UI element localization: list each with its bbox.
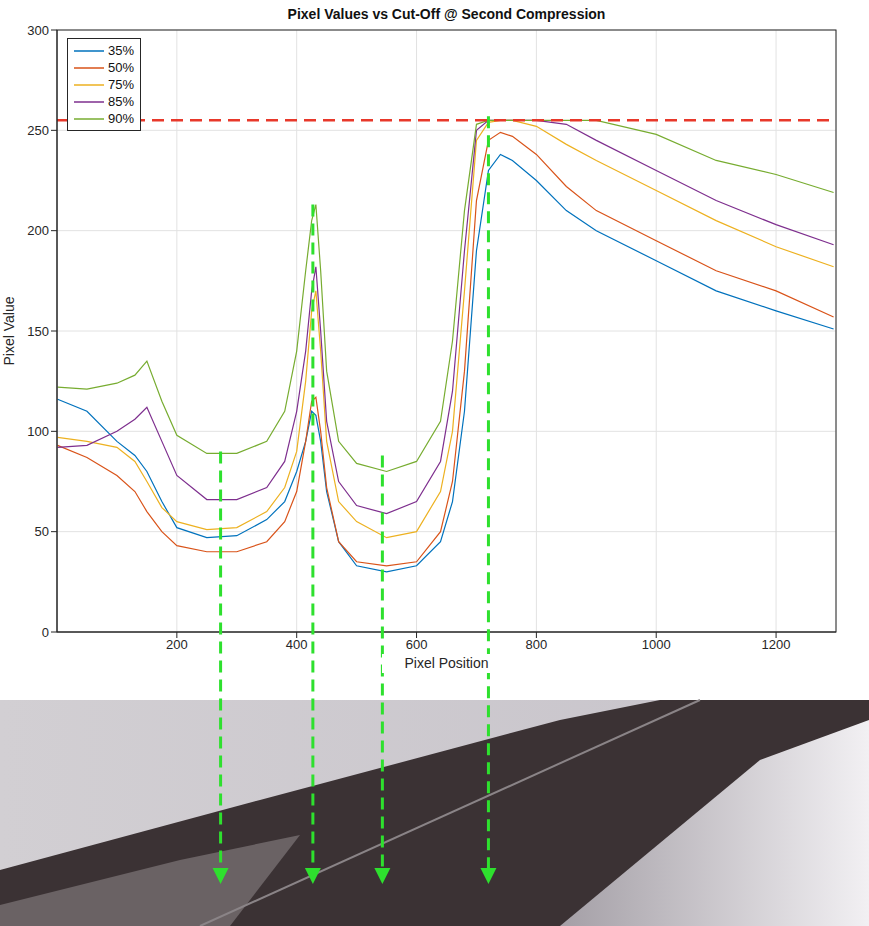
svg-text:Pixel Position: Pixel Position	[404, 655, 488, 671]
svg-text:400: 400	[286, 637, 308, 652]
html-text:75%: 75%	[108, 77, 134, 92]
svg-text:300: 300	[27, 23, 49, 38]
html-text:Pixel Values vs Cut-Off @ Seco: Pixel Values vs Cut-Off @ Second Compres…	[287, 6, 606, 22]
html-text:35%: 35%	[108, 43, 134, 58]
svg-text:250: 250	[27, 123, 49, 138]
svg-text:150: 150	[27, 324, 49, 339]
svg-text:0: 0	[42, 625, 49, 640]
svg-text:Pixel Value: Pixel Value	[1, 296, 17, 365]
svg-text:100: 100	[27, 424, 49, 439]
html-text:85%: 85%	[108, 94, 134, 109]
html-text:90%: 90%	[108, 111, 134, 126]
svg-text:1200: 1200	[762, 637, 791, 652]
svg-text:200: 200	[27, 223, 49, 238]
svg-text:200: 200	[166, 637, 188, 652]
html-text:50%: 50%	[108, 60, 134, 75]
svg-text:600: 600	[406, 637, 428, 652]
svg-text:50: 50	[35, 524, 49, 539]
svg-text:800: 800	[526, 637, 548, 652]
svg-text:1000: 1000	[642, 637, 671, 652]
